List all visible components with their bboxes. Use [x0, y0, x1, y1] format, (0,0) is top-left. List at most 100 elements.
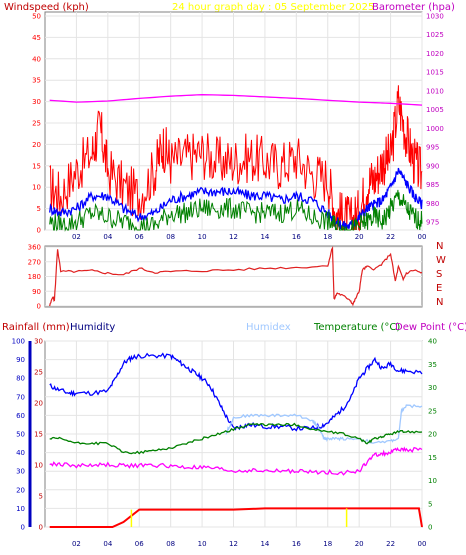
- rain-y-tick: 25: [34, 369, 43, 377]
- temp-y-tick: 20: [428, 431, 437, 439]
- temp-y-tick: 35: [428, 361, 437, 369]
- wind-barometer-panel: Windspeed (kph) 24 hour graph day : 05 S…: [4, 2, 455, 241]
- gust-wind-line: [49, 85, 423, 232]
- temp-x-tick: 20: [355, 540, 364, 548]
- barometer-y-tick: 980: [426, 200, 439, 208]
- compass-label: N: [436, 297, 443, 308]
- wind-series: [49, 85, 423, 232]
- humidex-header: Humidex: [246, 322, 291, 333]
- temp-humidity-rain-panel: Rainfall (mm) Humidity Humidex Temperatu…: [2, 322, 466, 548]
- temp-x-tick: 14: [260, 540, 269, 548]
- direction-y-tick: 90: [32, 288, 41, 296]
- temp-y-tick: 0: [428, 524, 432, 532]
- wind-y-tick: 0: [37, 227, 41, 235]
- wind-y-axis: 0 5 10 15 20 25 30 35 40 45 50: [32, 13, 41, 235]
- rain-y-tick: 30: [34, 338, 43, 346]
- barometer-y-tick: 1000: [426, 125, 444, 133]
- direction-y-tick: 360: [28, 244, 41, 252]
- temp-x-tick: 10: [198, 540, 207, 548]
- direction-y-axis: 360 270 180 90 0: [28, 244, 41, 311]
- wind-x-tick: 08: [166, 233, 175, 241]
- humidity-y-tick: 20: [16, 486, 25, 494]
- direction-series: [49, 245, 423, 307]
- direction-y-tick: 180: [28, 273, 41, 281]
- wind-direction-line: [49, 245, 423, 307]
- humidity-y-tick: 60: [16, 412, 25, 420]
- humidity-y-tick: 100: [12, 338, 25, 346]
- temp-x-tick: 12: [229, 540, 238, 548]
- dewpoint-header: Dew Point (°C): [395, 322, 466, 333]
- wind-x-tick: 16: [292, 233, 301, 241]
- compass-label: E: [436, 283, 442, 294]
- wind-y-tick: 50: [32, 13, 41, 21]
- barometer-y-tick: 1015: [426, 69, 444, 77]
- wind-x-tick: 22: [386, 233, 395, 241]
- windspeed-header: Windspeed (kph): [4, 2, 89, 13]
- barometer-y-tick: 975: [426, 219, 439, 227]
- wind-y-tick: 40: [32, 55, 41, 63]
- barometer-y-tick: 1025: [426, 31, 444, 39]
- wind-x-tick: 00: [418, 233, 427, 241]
- barometer-header: Barometer (hpa): [372, 2, 455, 13]
- minimum-wind-line: [49, 189, 423, 232]
- rain-y-tick: 0: [39, 524, 43, 532]
- temp-y-tick: 30: [428, 384, 437, 392]
- humidity-y-tick: 0: [21, 524, 25, 532]
- wind-y-tick: 45: [32, 34, 41, 42]
- humidity-y-tick: 70: [16, 393, 25, 401]
- graph-title: 24 hour graph day : 05 September 2025: [172, 2, 374, 13]
- barometer-y-tick: 1010: [426, 87, 444, 95]
- temp-x-tick: 00: [418, 540, 427, 548]
- wind-x-tick: 10: [198, 233, 207, 241]
- wind-y-tick: 35: [32, 77, 41, 85]
- wind-x-tick: 06: [135, 233, 144, 241]
- humidity-line: [49, 352, 423, 432]
- barometer-y-tick: 1005: [426, 106, 444, 114]
- temp-x-tick: 06: [135, 540, 144, 548]
- compass-label: W: [436, 255, 446, 266]
- barometer-y-tick: 1030: [426, 13, 444, 21]
- dewpoint-line: [49, 446, 423, 476]
- compass-label: S: [436, 269, 442, 280]
- average-wind-line: [49, 167, 423, 232]
- wind-y-tick: 15: [32, 162, 41, 170]
- temp-x-tick: 02: [72, 540, 81, 548]
- humidity-y-tick: 10: [16, 505, 25, 513]
- barometer-y-tick: 990: [426, 162, 439, 170]
- temp-y-tick: 40: [428, 338, 437, 346]
- wind-y-tick: 20: [32, 141, 41, 149]
- temp-y-tick: 15: [428, 454, 437, 462]
- temp-x-tick: 18: [323, 540, 332, 548]
- temp-series: [49, 352, 423, 528]
- wind-x-tick: 04: [103, 233, 112, 241]
- temp-x-axis: 02 04 06 08 10 12 14 16 18 20 22 00: [72, 540, 427, 548]
- temp-y-tick: 10: [428, 477, 437, 485]
- temperature-line: [49, 422, 423, 455]
- temp-x-tick: 16: [292, 540, 301, 548]
- compass-label: N: [436, 241, 443, 252]
- direction-y-tick: 270: [28, 258, 41, 266]
- temp-y-axes: 0 10 20 30 40 50 60 70 80 90 100 0 5 10 15 20 25 30 0 5 10 15…: [12, 338, 437, 532]
- rain-y-tick: 5: [39, 493, 43, 501]
- wind-x-tick: 18: [323, 233, 332, 241]
- direction-y-tick: 0: [37, 303, 41, 311]
- barometer-y-tick: 985: [426, 181, 439, 189]
- rain-y-tick: 15: [34, 431, 43, 439]
- rain-y-tick: 20: [34, 400, 43, 408]
- humidity-y-tick: 90: [16, 356, 25, 364]
- humidex-line: [225, 403, 423, 444]
- wind-x-tick: 12: [229, 233, 238, 241]
- rainfall-header: Rainfall (mm): [2, 322, 70, 333]
- barometer-line: [49, 94, 423, 106]
- barometer-y-tick: 1020: [426, 50, 444, 58]
- humidity-y-tick: 30: [16, 468, 25, 476]
- wind-x-axis: 02 04 06 08 10 12 14 16 18 20 22 00: [72, 233, 427, 241]
- temp-y-tick: 5: [428, 500, 432, 508]
- humidity-y-tick: 40: [16, 449, 25, 457]
- barometer-y-axis: 975 980 985 990 995 1000 1005 1010 1015 1020 1025 1…: [426, 13, 444, 227]
- humidity-header: Humidity: [70, 322, 115, 333]
- wind-y-tick: 30: [32, 98, 41, 106]
